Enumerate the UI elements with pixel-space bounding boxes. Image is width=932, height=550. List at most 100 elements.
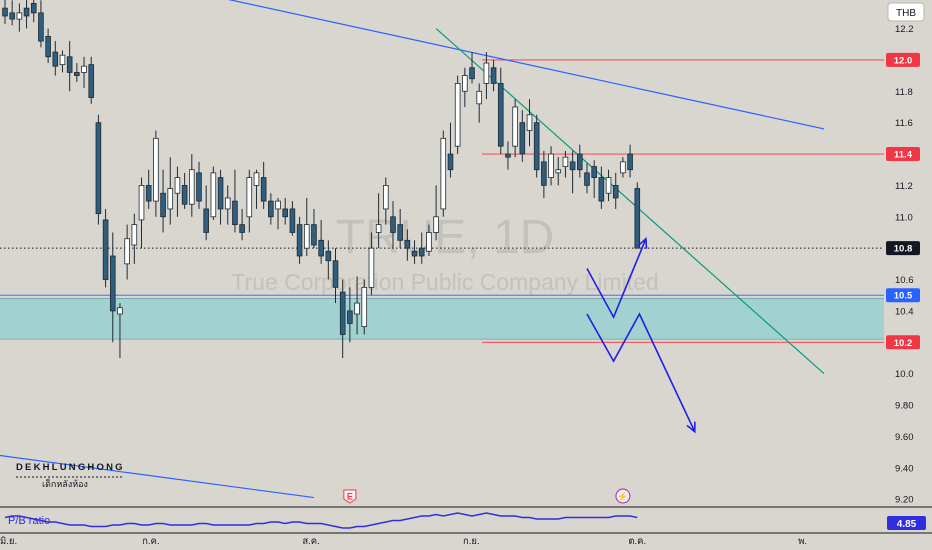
earnings-icon[interactable]: E <box>343 489 357 504</box>
candle-body <box>390 216 396 233</box>
price-tag-label: 10.2 <box>894 338 913 349</box>
price-tick-label: 9.60 <box>895 432 914 443</box>
price-tag-last-price[interactable] <box>886 241 920 256</box>
candle-body <box>282 208 289 218</box>
projection-path-1[interactable] <box>586 238 647 320</box>
candle-body <box>620 161 626 174</box>
candle-body <box>167 188 174 210</box>
time-tick-label: ส.ค. <box>302 536 319 547</box>
indicator-line[interactable] <box>4 512 638 529</box>
candle-body <box>591 166 597 178</box>
candle-body <box>16 12 23 20</box>
price-tick-label: 9.40 <box>895 463 914 474</box>
candle-body <box>253 172 260 186</box>
candle-body <box>81 65 87 73</box>
candle-body <box>181 185 188 205</box>
watermark-symbol: TRUE, 1D <box>336 211 555 264</box>
candle-body <box>512 106 518 147</box>
candle-body <box>88 64 95 98</box>
candle-body <box>519 122 526 155</box>
candle-body <box>375 224 382 233</box>
candle-body <box>397 224 403 241</box>
candle-body <box>109 255 116 312</box>
candle-body <box>59 54 66 66</box>
currency-box[interactable] <box>887 2 925 22</box>
candle-body <box>30 3 37 14</box>
indicator-value-tag <box>887 516 926 530</box>
candle-body <box>404 239 411 249</box>
price-tag-label: 12.0 <box>894 55 913 66</box>
price-tick-label: 11.8 <box>895 87 913 98</box>
candle-body <box>605 177 612 194</box>
candle-body <box>569 161 576 171</box>
candle-body <box>145 185 152 202</box>
candle-body <box>354 302 360 315</box>
candle-body <box>296 224 303 257</box>
candle-body <box>368 247 375 288</box>
candle-body <box>74 72 80 76</box>
time-tick-label: ต.ค. <box>628 536 646 547</box>
lower-blue-line[interactable] <box>0 454 315 499</box>
candle-body <box>447 153 454 171</box>
brand-name: DEKHLUNGHONG <box>16 462 125 473</box>
candle-body <box>95 122 102 215</box>
candle-body <box>23 7 30 17</box>
watermark-company: True Corporation Public Company Limited <box>231 269 658 295</box>
candle-body <box>189 169 195 205</box>
candle-body <box>246 177 253 218</box>
candle-body <box>232 200 238 226</box>
candle-body <box>102 219 109 280</box>
candle-body <box>239 224 245 233</box>
earnings-icon-glyph: E <box>347 492 353 502</box>
candle-body <box>383 185 389 210</box>
time-axis[interactable]: มิ.ย. ก.ค. ส.ค. ก.ย. ต.ค. พ. <box>0 536 807 547</box>
candle-body <box>440 137 447 210</box>
candle-body <box>526 114 533 131</box>
candle-body <box>325 250 332 262</box>
price-tag-resistance[interactable] <box>886 52 920 67</box>
candle-body <box>483 62 490 84</box>
projection-path-2[interactable] <box>586 312 696 433</box>
candle-body <box>533 122 540 171</box>
dividend-icon-glyph: ⚡ <box>617 491 628 503</box>
dividend-icon-shape <box>615 488 631 504</box>
candle-body <box>131 224 138 246</box>
price-axis[interactable] <box>884 0 932 550</box>
candle-body <box>562 156 569 167</box>
candle-body <box>548 153 554 178</box>
price-tag-support[interactable] <box>886 288 920 303</box>
candle-body <box>174 177 181 194</box>
indicator-name[interactable]: P/B ratio <box>8 515 50 527</box>
currency-label: THB <box>896 8 916 19</box>
candle-body <box>454 83 461 147</box>
candle-body <box>433 216 439 233</box>
candle-body <box>411 250 418 257</box>
time-tick-label: ก.ค. <box>142 536 159 547</box>
indicator-value: 4.85 <box>897 519 917 530</box>
candle-body <box>268 200 274 218</box>
price-tick-label: 12.2 <box>895 24 914 35</box>
candle-body <box>598 177 605 202</box>
upper-blue-line[interactable] <box>37 0 825 130</box>
candle-body <box>138 185 145 221</box>
candle-body <box>124 238 130 265</box>
support-zone[interactable] <box>0 298 884 340</box>
price-tag-label: 11.4 <box>894 150 913 161</box>
price-tag-resistance[interactable] <box>886 147 920 162</box>
candle-body <box>347 310 353 324</box>
candle-body <box>153 137 159 202</box>
candle-body <box>505 153 511 158</box>
candle-body <box>426 232 432 252</box>
price-tick-label: 11.6 <box>895 118 913 129</box>
dividend-icon[interactable]: ⚡ <box>615 488 631 504</box>
candle-body <box>462 75 468 92</box>
price-tag-support[interactable] <box>886 335 920 350</box>
candle-body <box>52 51 59 67</box>
candle-body <box>160 192 166 218</box>
time-tick-label: มิ.ย. <box>0 536 17 547</box>
brand-thai: เด็กหลังห้อง <box>42 477 88 489</box>
candle-body <box>497 83 504 147</box>
price-tag-label: 10.8 <box>894 244 913 255</box>
